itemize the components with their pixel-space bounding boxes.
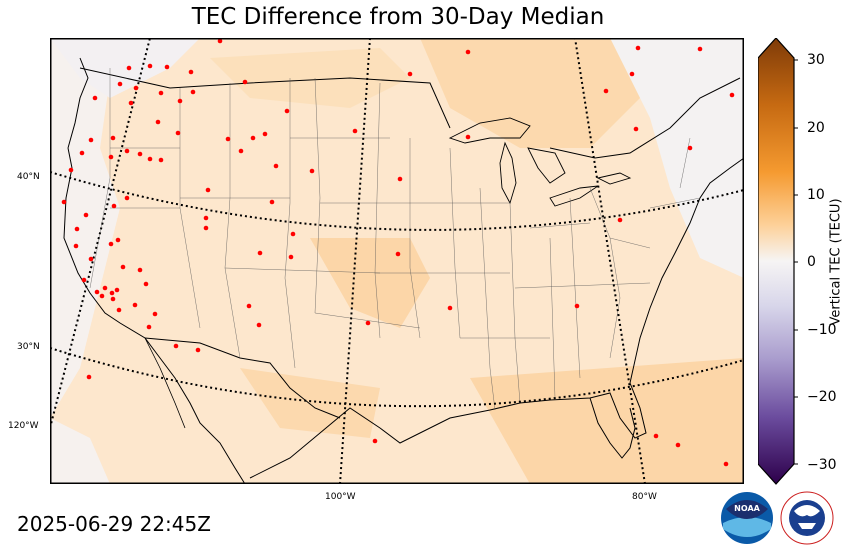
tec-field-neutral-sw (50, 418, 110, 484)
lake-huron (527, 147, 566, 184)
border-canada (79, 67, 741, 159)
tec-map (50, 38, 744, 484)
tec-field-orange-central (310, 238, 430, 328)
graticule-lon-120 (50, 38, 151, 429)
tec-field-neutral-west (50, 38, 120, 418)
station-dots (61, 38, 735, 467)
lake-ontario (596, 172, 632, 185)
colorbar-tick-neg10: −10 (807, 322, 837, 338)
coastline-west (63, 147, 246, 484)
agency-logos: NOAA (721, 491, 834, 545)
tec-field-neutral-ne (610, 38, 744, 278)
timestamp: 2025-06-29 22:45Z (17, 512, 211, 536)
lake-erie (549, 185, 599, 207)
coastline-northwest (67, 57, 89, 149)
lat-label-40: 40°N (17, 172, 40, 182)
colorbar (758, 38, 798, 485)
colorbar-tick-0: 0 (807, 254, 816, 270)
lon-label-80: 80°W (632, 492, 657, 502)
tec-field-orange-north (420, 38, 640, 148)
tec-field-neutral-nw (50, 38, 200, 98)
colorbar-body (758, 38, 795, 485)
tec-field-orange-sw (240, 368, 380, 438)
tec-field-orange-ne (210, 48, 410, 108)
nws-logo (780, 491, 834, 545)
colorbar-label: Vertical TEC (TECU) (828, 198, 844, 326)
lat-label-30: 30°N (17, 342, 40, 352)
border-mexico (144, 337, 341, 419)
svg-text:NOAA: NOAA (734, 504, 760, 513)
colorbar-tick-10: 10 (807, 187, 825, 203)
noaa-logo: NOAA (721, 492, 773, 544)
state-boundaries (89, 68, 701, 411)
colorbar-tick-neg20: −20 (807, 389, 837, 405)
colorbar-tick-neg30: −30 (807, 457, 837, 473)
coastline-east (629, 157, 744, 384)
lon-label-120: 120°W (8, 421, 39, 431)
lon-label-100: 100°W (325, 492, 356, 502)
coastline-baja (144, 337, 186, 429)
tec-field-orange-south (470, 358, 744, 484)
map-title: TEC Difference from 30-Day Median (191, 4, 605, 30)
graticule (50, 38, 744, 484)
colorbar-tick-30: 30 (807, 52, 825, 68)
coastline-florida (589, 397, 636, 459)
graticule-lon-80 (574, 38, 646, 484)
lake-superior (448, 117, 531, 144)
coastline-gulf (249, 382, 647, 479)
colorbar-tick-20: 20 (807, 120, 825, 136)
